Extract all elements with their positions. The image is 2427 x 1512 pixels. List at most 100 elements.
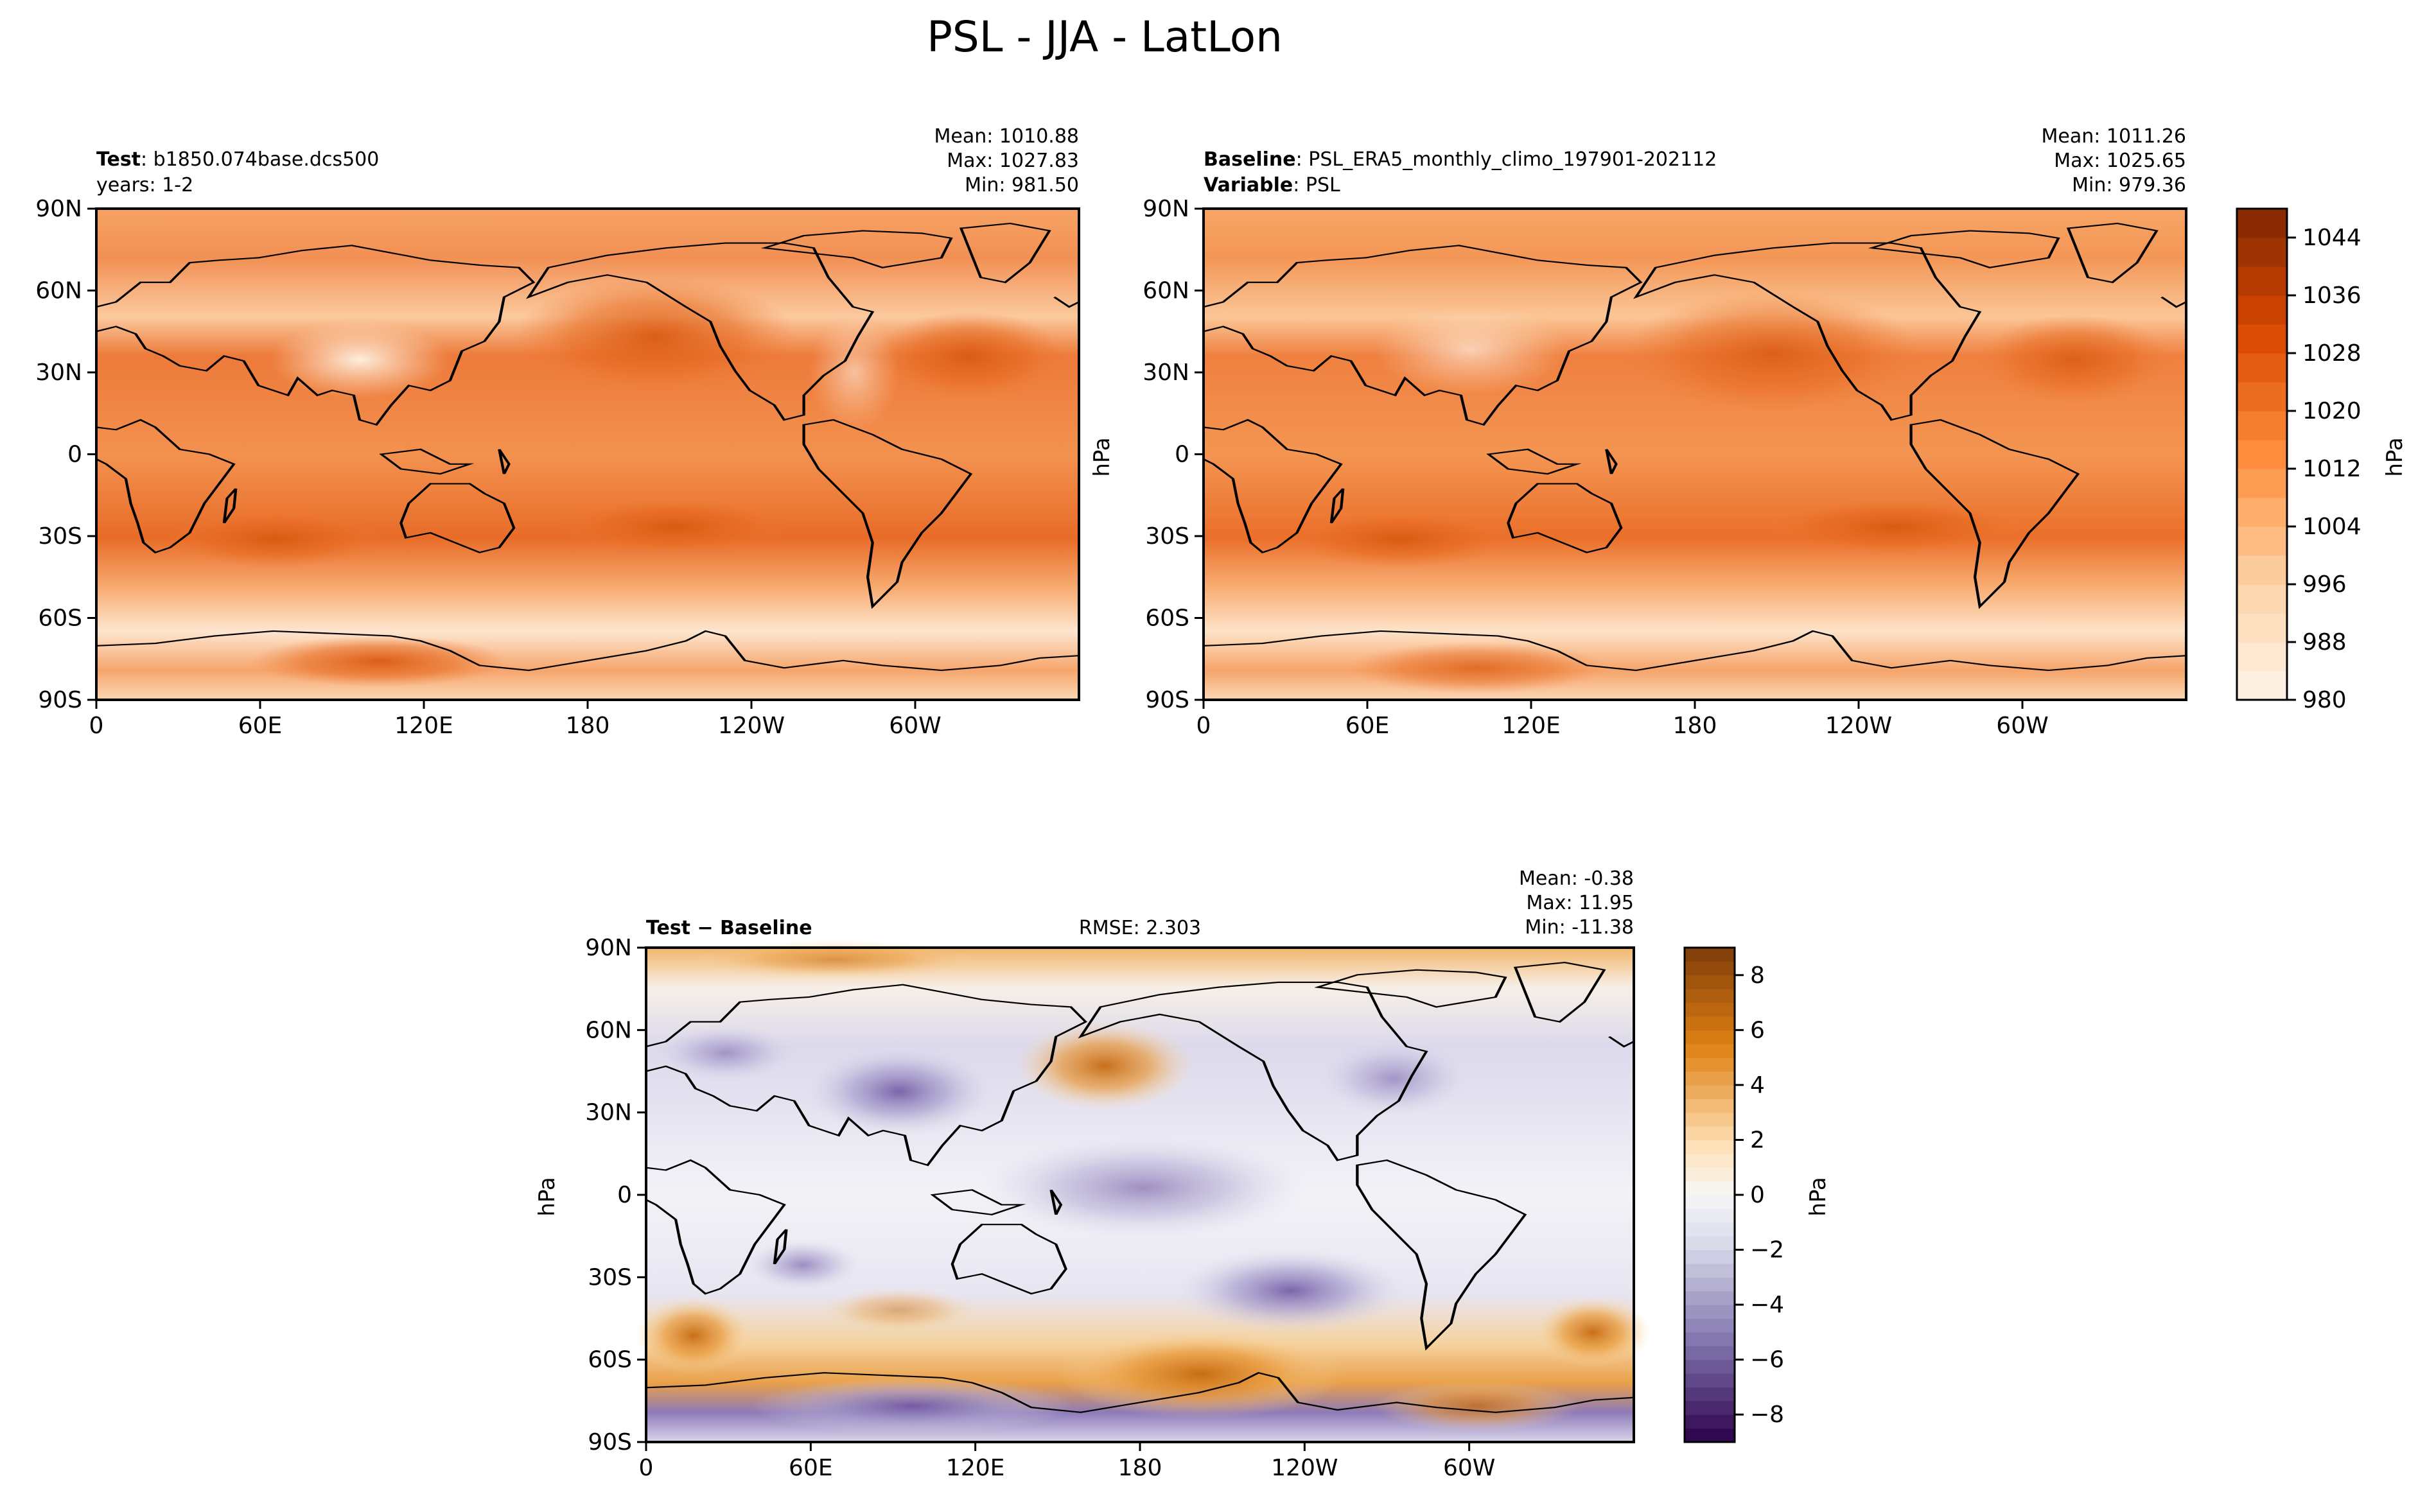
- x-tick-label: 0: [1196, 713, 1211, 739]
- colorbar-bin: [1685, 948, 1735, 962]
- colorbar-tick-label: −4: [1750, 1292, 1784, 1318]
- y-tick-label: 30N: [35, 360, 82, 386]
- test-subtitle: years: 1-2: [96, 174, 193, 196]
- colorbar-tick-label: 1036: [2302, 282, 2361, 309]
- x-tick-label: 180: [1673, 713, 1717, 739]
- test-pressure-highs: [167, 279, 1066, 687]
- y-tick-label: 60S: [38, 605, 82, 632]
- test-title: Test: b1850.074base.dcs500: [96, 148, 379, 171]
- baseline-stat-mean: Mean: 1011.26: [2042, 125, 2186, 148]
- x-tick-label: 60E: [238, 713, 283, 739]
- x-tick-label: 120W: [718, 713, 785, 739]
- baseline-title: Baseline: PSL_ERA5_monthly_climo_197901-…: [1204, 148, 1717, 171]
- colorbar-bin: [1685, 1208, 1735, 1223]
- y-tick-label: 90S: [588, 1429, 632, 1456]
- x-tick-label: 60W: [889, 713, 941, 739]
- colorbar-bin: [2237, 526, 2287, 556]
- colorbar-bin: [2237, 382, 2287, 412]
- test-stat-min: Min: 981.50: [965, 174, 1079, 196]
- colorbar-tick-label: 1012: [2302, 456, 2361, 482]
- colorbar-bin: [1685, 1387, 1735, 1402]
- colorbar-bin: [1685, 1373, 1735, 1388]
- colorbar-tick-label: 4: [1750, 1072, 1765, 1099]
- diff-colorbar-label: hPa: [1805, 1177, 1831, 1216]
- colorbar-bin: [2237, 584, 2287, 614]
- difference-negative-anomalies: [655, 1024, 1471, 1435]
- colorbar-bin: [1685, 1236, 1735, 1251]
- baseline-ylabel: hPa: [1089, 437, 1115, 476]
- colorbar-bin: [1685, 1346, 1735, 1360]
- colorbar-bin: [2237, 440, 2287, 469]
- y-tick-label: 90N: [35, 196, 82, 222]
- colorbar-tick-label: 1028: [2302, 340, 2361, 367]
- colorbar-bin: [1685, 1071, 1735, 1086]
- test-stat-mean: Mean: 1010.88: [934, 125, 1079, 148]
- colorbar-bin: [1685, 1002, 1735, 1017]
- colorbar-bin: [2237, 266, 2287, 296]
- test-title-bold: Test: [96, 148, 141, 171]
- colorbar-bin: [2237, 671, 2287, 700]
- y-tick-label: 60N: [1143, 278, 1189, 304]
- y-tick-label: 60N: [585, 1017, 632, 1043]
- difference-panel: Test − Baseline RMSE: 2.303 Mean: -0.38 …: [534, 867, 1831, 1481]
- y-tick-label: 30S: [588, 1264, 632, 1290]
- difference-stat-mean: Mean: -0.38: [1519, 867, 1634, 890]
- colorbar-bin: [1685, 1414, 1735, 1429]
- colorbar-bin: [2237, 295, 2287, 325]
- x-tick-label: 0: [639, 1455, 654, 1481]
- y-tick-label: 30S: [38, 523, 82, 550]
- colorbar-tick-label: 1004: [2302, 514, 2361, 540]
- x-tick-label: 60W: [1443, 1455, 1495, 1481]
- baseline-panel: Baseline: PSL_ERA5_monthly_climo_197901-…: [1089, 125, 2408, 739]
- y-tick-label: 90S: [38, 687, 82, 713]
- difference-stat-max: Max: 11.95: [1526, 892, 1634, 914]
- baseline-pressure-lows: [1374, 305, 1567, 395]
- colorbar-tick-label: 6: [1750, 1017, 1765, 1043]
- colorbar-bin: [1685, 1305, 1735, 1319]
- test-axis-ticks: 0 60E 120E 180 120W 60W 90N 60N 30N 0 30S 60S 90S: [35, 196, 941, 739]
- x-tick-label: 120W: [1825, 713, 1892, 739]
- figure-title: PSL - JJA - LatLon: [927, 12, 1283, 62]
- x-tick-label: 180: [566, 713, 610, 739]
- colorbar-bin: [2237, 469, 2287, 498]
- colorbar-bin: [1685, 1181, 1735, 1195]
- x-tick-label: 120E: [946, 1455, 1004, 1481]
- colorbar-tick-label: 0: [1750, 1182, 1765, 1208]
- test-map-field: [96, 209, 1079, 700]
- colorbar-tick-label: 996: [2302, 571, 2347, 598]
- x-tick-label: 60E: [789, 1455, 833, 1481]
- x-tick-label: 120E: [394, 713, 453, 739]
- baseline-subtitle: Variable: PSL: [1204, 174, 1340, 196]
- colorbar-bin: [1685, 1400, 1735, 1415]
- colorbar-bin: [1685, 1140, 1735, 1154]
- colorbar-bin: [1685, 1290, 1735, 1305]
- baseline-subtitle-bold: Variable: [1204, 174, 1293, 196]
- y-tick-label: 30N: [585, 1100, 632, 1126]
- colorbar-bin: [1685, 1043, 1735, 1058]
- colorbar-bin: [1685, 1249, 1735, 1264]
- baseline-stat-max: Max: 1025.65: [2054, 150, 2186, 172]
- x-tick-label: 0: [89, 713, 104, 739]
- x-tick-label: 180: [1118, 1455, 1162, 1481]
- colorbar-bin: [2237, 209, 2287, 238]
- y-tick-label: 60S: [1145, 605, 1189, 632]
- colorbar-tick-label: 1044: [2302, 225, 2361, 251]
- colorbar-bin: [1685, 1126, 1735, 1141]
- colorbar-tick-label: −2: [1750, 1237, 1784, 1264]
- baseline-axis-ticks: 0 60E 120E 180 120W 60W 90N 60N 30N 0 30S 60S 90S: [1143, 196, 2048, 739]
- colorbar-bin: [2237, 238, 2287, 267]
- difference-title: Test − Baseline: [646, 917, 812, 939]
- colorbar-bin: [2237, 555, 2287, 585]
- colorbar-bin: [1685, 1277, 1735, 1292]
- psl-colorbar: 1044 1036 1028 1020 1012 1004 996 988 980: [2236, 207, 2361, 713]
- colorbar-tick-label: 2: [1750, 1127, 1765, 1153]
- baseline-title-text: : PSL_ERA5_monthly_climo_197901-202112: [1296, 148, 1717, 171]
- colorbar-bin: [1685, 1084, 1735, 1099]
- test-title-text: : b1850.074base.dcs500: [141, 148, 379, 171]
- colorbar-tick-label: −6: [1750, 1347, 1784, 1373]
- baseline-stat-min: Min: 979.36: [2072, 174, 2186, 196]
- colorbar-bin: [2237, 353, 2287, 383]
- baseline-pressure-highs: [1291, 292, 2171, 693]
- colorbar-bin: [1685, 1030, 1735, 1045]
